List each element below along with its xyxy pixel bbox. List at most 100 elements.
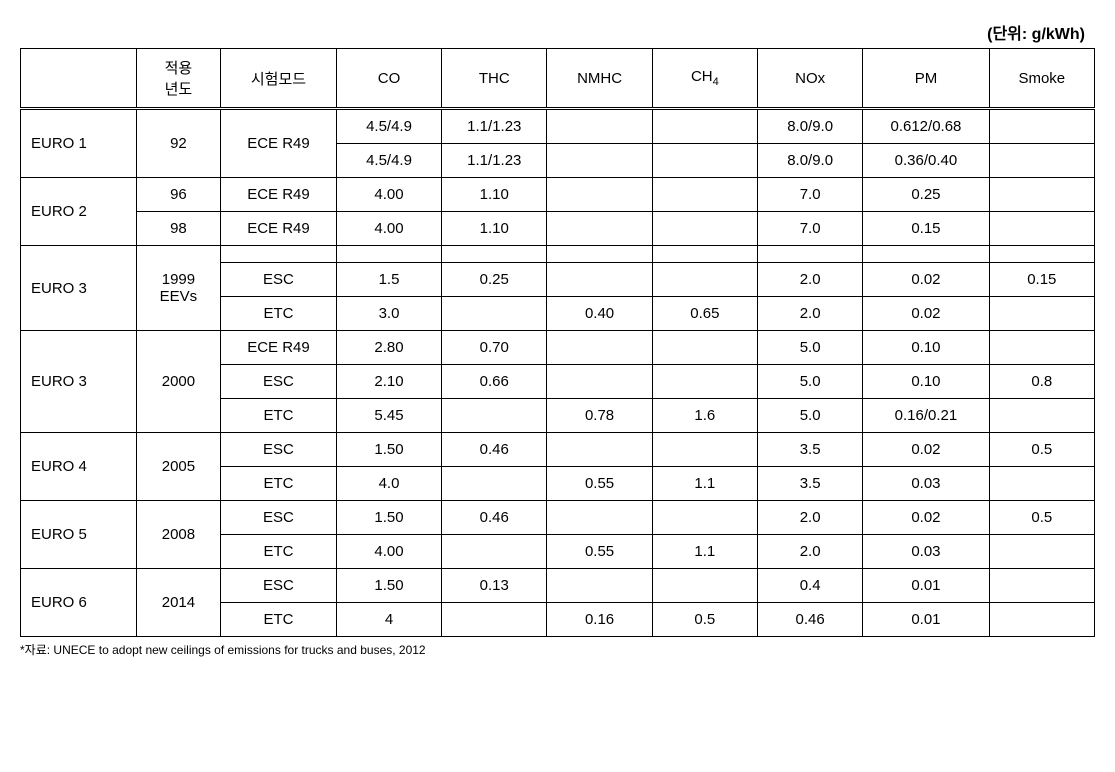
cell-thc [442, 467, 547, 501]
cell-standard: EURO 5 [21, 501, 137, 569]
cell-nmhc [547, 263, 652, 297]
cell-nmhc [547, 365, 652, 399]
cell-thc [442, 246, 547, 263]
cell-nmhc [547, 501, 652, 535]
cell-mode: ETC [221, 535, 337, 569]
header-smoke: Smoke [989, 49, 1094, 109]
cell-nox: 2.0 [757, 535, 862, 569]
cell-nox: 5.0 [757, 399, 862, 433]
cell-ch4 [652, 178, 757, 212]
cell-co: 2.10 [336, 365, 441, 399]
cell-co: 4.5/4.9 [336, 144, 441, 178]
header-nox: NOx [757, 49, 862, 109]
cell-co: 1.5 [336, 263, 441, 297]
cell-smoke [989, 331, 1094, 365]
cell-thc: 0.66 [442, 365, 547, 399]
cell-nox: 7.0 [757, 212, 862, 246]
cell-nmhc [547, 212, 652, 246]
cell-smoke [989, 535, 1094, 569]
cell-thc [442, 603, 547, 637]
cell-ch4 [652, 109, 757, 144]
cell-co: 3.0 [336, 297, 441, 331]
cell-mode: ECE R49 [221, 109, 337, 178]
cell-thc: 0.25 [442, 263, 547, 297]
cell-ch4 [652, 246, 757, 263]
table-row: EURO 52008ESC1.500.462.00.020.5 [21, 501, 1095, 535]
cell-smoke [989, 109, 1094, 144]
cell-nmhc [547, 569, 652, 603]
cell-year: 2014 [136, 569, 220, 637]
cell-mode: ESC [221, 263, 337, 297]
cell-co: 4.00 [336, 212, 441, 246]
cell-pm: 0.612/0.68 [863, 109, 989, 144]
cell-year: 92 [136, 109, 220, 178]
cell-pm: 0.15 [863, 212, 989, 246]
header-year: 적용 년도 [136, 49, 220, 109]
cell-thc: 1.10 [442, 178, 547, 212]
cell-ch4: 0.5 [652, 603, 757, 637]
cell-nox: 2.0 [757, 501, 862, 535]
cell-mode: ETC [221, 603, 337, 637]
cell-thc: 1.1/1.23 [442, 144, 547, 178]
header-nmhc: NMHC [547, 49, 652, 109]
cell-ch4 [652, 331, 757, 365]
cell-nmhc: 0.40 [547, 297, 652, 331]
cell-nmhc: 0.55 [547, 535, 652, 569]
cell-pm: 0.25 [863, 178, 989, 212]
cell-nox: 5.0 [757, 365, 862, 399]
header-co: CO [336, 49, 441, 109]
cell-co: 4.0 [336, 467, 441, 501]
cell-thc [442, 535, 547, 569]
cell-pm [863, 246, 989, 263]
cell-nmhc [547, 433, 652, 467]
cell-nox: 7.0 [757, 178, 862, 212]
table-row: EURO 296ECE R494.001.107.00.25 [21, 178, 1095, 212]
cell-nox: 3.5 [757, 433, 862, 467]
cell-smoke [989, 246, 1094, 263]
cell-thc [442, 297, 547, 331]
footnote: *자료: UNECE to adopt new ceilings of emis… [20, 641, 1095, 658]
header-mode: 시험모드 [221, 49, 337, 109]
cell-co: 4.00 [336, 178, 441, 212]
cell-nox: 2.0 [757, 297, 862, 331]
cell-thc: 0.70 [442, 331, 547, 365]
cell-pm: 0.03 [863, 467, 989, 501]
cell-nmhc [547, 144, 652, 178]
cell-smoke [989, 467, 1094, 501]
cell-pm: 0.02 [863, 263, 989, 297]
cell-smoke [989, 603, 1094, 637]
cell-ch4: 1.1 [652, 535, 757, 569]
cell-pm: 0.02 [863, 433, 989, 467]
table-row: EURO 42005ESC1.500.463.50.020.5 [21, 433, 1095, 467]
cell-co: 5.45 [336, 399, 441, 433]
cell-smoke [989, 399, 1094, 433]
cell-nmhc: 0.55 [547, 467, 652, 501]
cell-nmhc [547, 331, 652, 365]
cell-standard: EURO 2 [21, 178, 137, 246]
cell-pm: 0.10 [863, 331, 989, 365]
cell-nmhc: 0.16 [547, 603, 652, 637]
cell-ch4 [652, 212, 757, 246]
cell-nmhc [547, 178, 652, 212]
cell-nox: 3.5 [757, 467, 862, 501]
cell-year: 2000 [136, 331, 220, 433]
cell-ch4 [652, 144, 757, 178]
cell-smoke: 0.5 [989, 501, 1094, 535]
cell-pm: 0.02 [863, 501, 989, 535]
cell-co: 4.5/4.9 [336, 109, 441, 144]
cell-nox: 8.0/9.0 [757, 144, 862, 178]
cell-year: 98 [136, 212, 220, 246]
cell-pm: 0.01 [863, 603, 989, 637]
cell-ch4 [652, 263, 757, 297]
cell-smoke: 0.15 [989, 263, 1094, 297]
cell-co: 1.50 [336, 569, 441, 603]
cell-mode: ESC [221, 501, 337, 535]
cell-standard: EURO 4 [21, 433, 137, 501]
cell-year: 2005 [136, 433, 220, 501]
cell-ch4: 1.6 [652, 399, 757, 433]
cell-nox: 0.46 [757, 603, 862, 637]
cell-smoke [989, 212, 1094, 246]
cell-mode: ESC [221, 569, 337, 603]
cell-pm: 0.02 [863, 297, 989, 331]
cell-smoke: 0.5 [989, 433, 1094, 467]
